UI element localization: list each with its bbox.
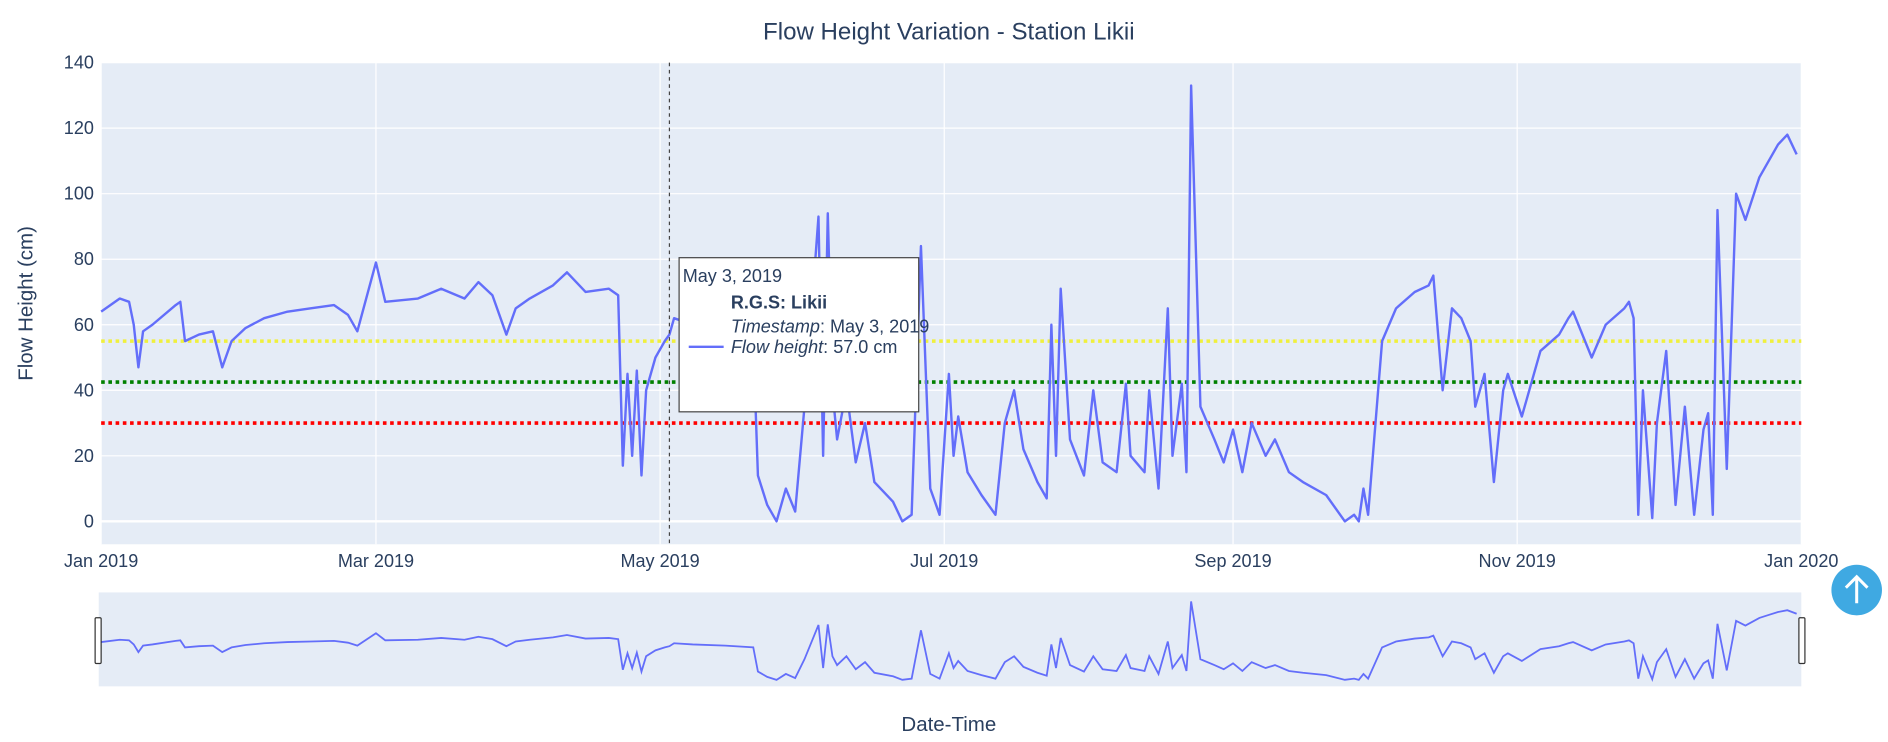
tooltip-header: May 3, 2019 bbox=[683, 266, 782, 286]
x-axis-title: Date-Time bbox=[901, 713, 996, 736]
range-slider-line bbox=[101, 601, 1797, 683]
marks bbox=[100, 62, 1802, 545]
y-tick-label: 0 bbox=[84, 511, 94, 531]
x-tick-label: Nov 2019 bbox=[1479, 551, 1556, 571]
y-tick-label: 40 bbox=[74, 380, 94, 400]
separator: : bbox=[823, 337, 833, 357]
separator: : bbox=[820, 316, 830, 336]
chart-title: Flow Height Variation - Station Likii bbox=[763, 19, 1135, 46]
tooltip: May 3, 2019 R.G.S: Likii Timestamp: May … bbox=[678, 257, 929, 413]
range-handle-left[interactable] bbox=[94, 617, 102, 665]
y-tick-label: 60 bbox=[74, 315, 94, 335]
tick-labels: 0 20 40 60 80 100 120 140 Jan 2019 Mar 2019 May 20… bbox=[64, 53, 1839, 572]
range-slider[interactable] bbox=[98, 592, 1802, 687]
range-handle-right[interactable] bbox=[1798, 617, 1806, 665]
scroll-top-button[interactable] bbox=[1831, 564, 1882, 616]
slider-line bbox=[101, 601, 1797, 683]
y-tick-label: 20 bbox=[74, 446, 94, 466]
y-tick-label: 140 bbox=[64, 53, 94, 73]
tooltip-series: R.G.S: Likii bbox=[731, 292, 827, 312]
grid bbox=[100, 62, 1802, 545]
field-value: 57.0 cm bbox=[833, 337, 897, 357]
data-line bbox=[100, 84, 1798, 523]
plot-background bbox=[101, 62, 1802, 545]
x-tick-label: Jan 2019 bbox=[64, 551, 138, 571]
field-label: Flow height bbox=[731, 337, 824, 357]
x-tick-label: May 2019 bbox=[620, 551, 699, 571]
tooltip-value: Flow height: 57.0 cm bbox=[731, 337, 898, 357]
field-value: May 3, 2019 bbox=[830, 316, 929, 336]
field-label: Timestamp bbox=[731, 316, 820, 336]
x-tick-label: Sep 2019 bbox=[1194, 551, 1271, 571]
y-tick-label: 100 bbox=[64, 184, 94, 204]
arrow-icon bbox=[1844, 574, 1869, 604]
x-tick-label: Jul 2019 bbox=[910, 551, 978, 571]
tooltip-timestamp: Timestamp: May 3, 2019 bbox=[731, 316, 929, 336]
y-tick-label: 80 bbox=[74, 249, 94, 269]
x-tick-label: Mar 2019 bbox=[338, 551, 414, 571]
y-axis-title: Flow Height (cm) bbox=[15, 226, 38, 381]
x-tick-label: Jan 2020 bbox=[1764, 551, 1838, 571]
tooltip-box bbox=[678, 257, 920, 413]
y-tick-label: 120 bbox=[64, 118, 94, 138]
